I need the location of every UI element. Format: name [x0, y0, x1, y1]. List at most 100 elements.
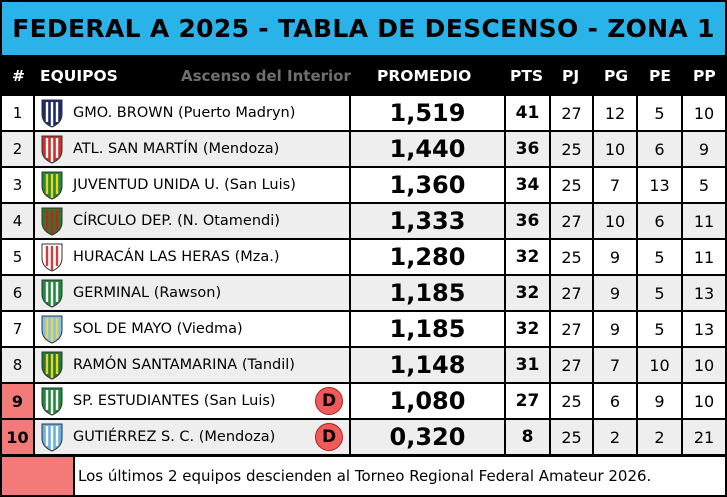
team-name: ATL. SAN MARTÍN (Mendoza)	[73, 141, 280, 157]
team-shield-icon	[41, 243, 63, 272]
lost-cell: 10	[683, 348, 725, 382]
team-cell: RAMÓN SANTAMARINA (Tandil)	[35, 348, 349, 382]
relegation-badge: D	[315, 387, 343, 415]
table-row: 9 SP. ESTUDIANTES (San Luis) D 1,080 27 25 6 9 1…	[0, 383, 727, 419]
points-cell: 34	[506, 168, 549, 202]
position-cell: 6	[2, 276, 33, 310]
table-row: 6 GERMINAL (Rawson) 1,185 32 27 9 5 13	[0, 275, 727, 311]
team-cell: GMO. BROWN (Puerto Madryn)	[35, 96, 349, 130]
team-shield-icon	[41, 351, 63, 380]
won-cell: 7	[594, 168, 636, 202]
drawn-cell: 2	[638, 420, 681, 454]
table-row: 4 CÍRCULO DEP. (N. Otamendi) 1,333 36 27 10 6 1…	[0, 203, 727, 239]
team-name: HURACÁN LAS HERAS (Mza.)	[73, 249, 280, 265]
team-name: SOL DE MAYO (Viedma)	[73, 321, 243, 337]
drawn-cell: 9	[638, 384, 681, 418]
won-cell: 9	[594, 240, 636, 274]
average-cell: 1,185	[351, 276, 504, 310]
won-cell: 10	[594, 204, 636, 238]
played-cell: 27	[551, 348, 592, 382]
average-cell: 1,440	[351, 132, 504, 166]
page-title: FEDERAL A 2025 - TABLA DE DESCENSO - ZON…	[2, 2, 725, 55]
team-cell: GERMINAL (Rawson)	[35, 276, 349, 310]
average-cell: 1,080	[351, 384, 504, 418]
table-row: 1 GMO. BROWN (Puerto Madryn) 1,519 41 27 12 5 1…	[0, 95, 727, 131]
team-shield-icon	[41, 423, 63, 452]
header-pg: PG	[604, 67, 629, 85]
header-prom: PROMEDIO	[377, 67, 472, 85]
average-cell: 1,280	[351, 240, 504, 274]
drawn-cell: 13	[638, 168, 681, 202]
won-cell: 12	[594, 96, 636, 130]
points-cell: 32	[506, 240, 549, 274]
team-cell: ATL. SAN MARTÍN (Mendoza)	[35, 132, 349, 166]
team-name: GERMINAL (Rawson)	[73, 285, 222, 301]
won-cell: 2	[594, 420, 636, 454]
points-cell: 32	[506, 276, 549, 310]
played-cell: 25	[551, 420, 592, 454]
table-row: 3 JUVENTUD UNIDA U. (San Luis) 1,360 34 25 7 1…	[0, 167, 727, 203]
played-cell: 25	[551, 240, 592, 274]
position-cell: 2	[2, 132, 33, 166]
drawn-cell: 5	[638, 240, 681, 274]
lost-cell: 13	[683, 312, 725, 346]
team-cell: SP. ESTUDIANTES (San Luis) D	[35, 384, 349, 418]
team-name: SP. ESTUDIANTES (San Luis)	[73, 393, 276, 409]
position-cell: 1	[2, 96, 33, 130]
position-cell: 5	[2, 240, 33, 274]
won-cell: 6	[594, 384, 636, 418]
legend-text: Los últimos 2 equipos descienden al Torn…	[75, 457, 725, 495]
lost-cell: 11	[683, 240, 725, 274]
table-row: 5 HURACÁN LAS HERAS (Mza.) 1,280 32 25 9 5 11	[0, 239, 727, 275]
drawn-cell: 5	[638, 312, 681, 346]
drawn-cell: 6	[638, 132, 681, 166]
won-cell: 9	[594, 276, 636, 310]
average-cell: 1,519	[351, 96, 504, 130]
average-cell: 0,320	[351, 420, 504, 454]
played-cell: 27	[551, 96, 592, 130]
position-cell: 7	[2, 312, 33, 346]
points-cell: 36	[506, 204, 549, 238]
team-cell: HURACÁN LAS HERAS (Mza.)	[35, 240, 349, 274]
header-subtitle: Ascenso del Interior	[181, 67, 351, 85]
played-cell: 27	[551, 276, 592, 310]
average-cell: 1,148	[351, 348, 504, 382]
table-row: 10 GUTIÉRREZ S. C. (Mendoza) D 0,320 8 25 2 2 21	[0, 419, 727, 455]
header-pts: PTS	[510, 67, 544, 85]
table-header: # EQUIPOS Ascenso del Interior PROMEDIO …	[0, 58, 727, 94]
lost-cell: 5	[683, 168, 725, 202]
points-cell: 31	[506, 348, 549, 382]
position-cell: 8	[2, 348, 33, 382]
team-shield-icon	[41, 99, 63, 128]
header-num: #	[12, 67, 25, 85]
lost-cell: 13	[683, 276, 725, 310]
drawn-cell: 10	[638, 348, 681, 382]
points-cell: 41	[506, 96, 549, 130]
position-cell: 9	[2, 384, 33, 418]
lost-cell: 10	[683, 384, 725, 418]
points-cell: 27	[506, 384, 549, 418]
table-row: 7 SOL DE MAYO (Viedma) 1,185 32 27 9 5 13	[0, 311, 727, 347]
position-cell: 3	[2, 168, 33, 202]
played-cell: 27	[551, 312, 592, 346]
average-cell: 1,360	[351, 168, 504, 202]
team-shield-icon	[41, 171, 63, 200]
legend-swatch	[2, 457, 73, 495]
lost-cell: 11	[683, 204, 725, 238]
played-cell: 27	[551, 204, 592, 238]
team-shield-icon	[41, 279, 63, 308]
position-cell: 10	[2, 420, 33, 454]
header-pp: PP	[693, 67, 716, 85]
relegation-badge: D	[315, 423, 343, 451]
drawn-cell: 5	[638, 96, 681, 130]
won-cell: 10	[594, 132, 636, 166]
won-cell: 9	[594, 312, 636, 346]
lost-cell: 21	[683, 420, 725, 454]
average-cell: 1,333	[351, 204, 504, 238]
table-row: 2 ATL. SAN MARTÍN (Mendoza) 1,440 36 25 10 6 9	[0, 131, 727, 167]
team-shield-icon	[41, 135, 63, 164]
played-cell: 25	[551, 168, 592, 202]
team-cell: JUVENTUD UNIDA U. (San Luis)	[35, 168, 349, 202]
team-cell: CÍRCULO DEP. (N. Otamendi)	[35, 204, 349, 238]
